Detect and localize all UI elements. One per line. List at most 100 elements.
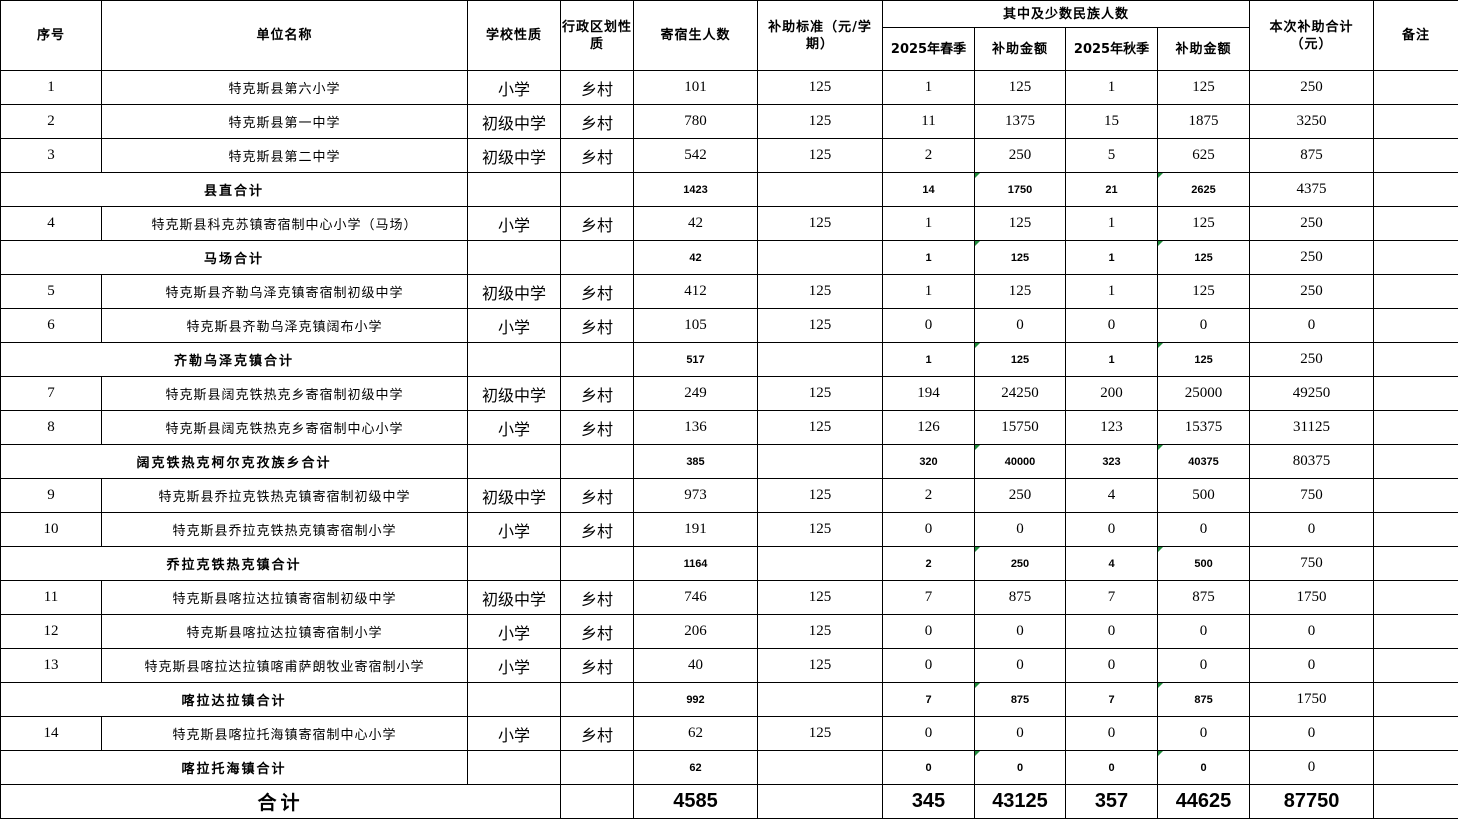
school-type-cell: 小学 (468, 717, 561, 751)
error-indicator-icon (1158, 547, 1163, 552)
total-cell: 0 (1250, 751, 1374, 785)
boarders-cell: 973 (634, 479, 758, 513)
unit-name-cell: 特克斯县喀拉托海镇寄宿制中心小学 (102, 717, 468, 751)
region-type-cell: 乡村 (561, 309, 634, 343)
boarders-cell: 992 (634, 683, 758, 717)
autumn-amount-cell: 125 (1158, 343, 1250, 377)
error-indicator-icon (1158, 683, 1163, 688)
subtotal-name-cell: 乔拉克铁热克镇合计 (1, 547, 468, 581)
spring-count-cell: 194 (883, 377, 975, 411)
standard-cell (758, 241, 883, 275)
remark-cell (1374, 445, 1458, 479)
unit-name-cell: 特克斯县科克苏镇寄宿制中心小学（马场） (102, 207, 468, 241)
header-school-type: 学校性质 (468, 1, 561, 71)
standard-cell (758, 445, 883, 479)
unit-name-cell: 特克斯县齐勒乌泽克镇阔布小学 (102, 309, 468, 343)
region-type-cell (561, 241, 634, 275)
standard-cell: 125 (758, 105, 883, 139)
school-type-cell: 初级中学 (468, 275, 561, 309)
autumn-amount-cell: 25000 (1158, 377, 1250, 411)
school-type-cell (468, 343, 561, 377)
spring-amount-cell: 1750 (975, 173, 1066, 207)
autumn-count-cell: 200 (1066, 377, 1158, 411)
seq-cell: 12 (1, 615, 102, 649)
school-type-cell: 小学 (468, 411, 561, 445)
total-cell: 250 (1250, 343, 1374, 377)
spring-count-cell: 14 (883, 173, 975, 207)
remark-cell (1374, 207, 1458, 241)
school-type-cell: 初级中学 (468, 105, 561, 139)
seq-cell: 14 (1, 717, 102, 751)
autumn-amount-cell: 0 (1158, 649, 1250, 683)
unit-name-cell: 特克斯县喀拉达拉镇寄宿制初级中学 (102, 581, 468, 615)
error-indicator-icon (975, 173, 980, 178)
standard-cell (758, 683, 883, 717)
school-type-cell (468, 751, 561, 785)
autumn-amount-cell: 875 (1158, 683, 1250, 717)
autumn-count-cell: 0 (1066, 717, 1158, 751)
spring-amount-cell: 125 (975, 71, 1066, 105)
subtotal-name-cell: 县直合计 (1, 173, 468, 207)
region-type-cell: 乡村 (561, 717, 634, 751)
autumn-amount-cell: 125 (1158, 275, 1250, 309)
region-type-cell: 乡村 (561, 513, 634, 547)
header-seq: 序号 (1, 1, 102, 71)
total-cell: 87750 (1250, 785, 1374, 819)
boarders-cell: 385 (634, 445, 758, 479)
unit-name-cell: 特克斯县齐勒乌泽克镇寄宿制初级中学 (102, 275, 468, 309)
school-type-cell: 初级中学 (468, 581, 561, 615)
boarders-cell: 136 (634, 411, 758, 445)
total-cell: 250 (1250, 71, 1374, 105)
remark-cell (1374, 71, 1458, 105)
autumn-count-cell: 0 (1066, 513, 1158, 547)
boarders-cell: 42 (634, 207, 758, 241)
total-cell: 3250 (1250, 105, 1374, 139)
spring-amount-cell: 0 (975, 615, 1066, 649)
error-indicator-icon (1158, 343, 1163, 348)
spring-count-cell: 320 (883, 445, 975, 479)
autumn-count-cell: 0 (1066, 309, 1158, 343)
error-indicator-icon (975, 683, 980, 688)
seq-cell: 2 (1, 105, 102, 139)
boarders-cell: 105 (634, 309, 758, 343)
unit-name-cell: 特克斯县阔克铁热克乡寄宿制中心小学 (102, 411, 468, 445)
autumn-count-cell: 123 (1066, 411, 1158, 445)
region-type-cell: 乡村 (561, 649, 634, 683)
autumn-count-cell: 0 (1066, 649, 1158, 683)
remark-cell (1374, 513, 1458, 547)
school-type-cell: 小学 (468, 649, 561, 683)
spring-amount-cell: 40000 (975, 445, 1066, 479)
region-type-cell (561, 445, 634, 479)
spring-count-cell: 2 (883, 479, 975, 513)
total-cell: 0 (1250, 649, 1374, 683)
autumn-count-cell: 21 (1066, 173, 1158, 207)
autumn-count-cell: 7 (1066, 581, 1158, 615)
autumn-amount-cell: 0 (1158, 615, 1250, 649)
standard-cell (758, 173, 883, 207)
remark-cell (1374, 581, 1458, 615)
spring-amount-cell: 24250 (975, 377, 1066, 411)
remark-cell (1374, 309, 1458, 343)
spring-amount-cell: 15750 (975, 411, 1066, 445)
total-cell: 250 (1250, 241, 1374, 275)
error-indicator-icon (975, 343, 980, 348)
region-type-cell: 乡村 (561, 105, 634, 139)
school-type-cell (468, 445, 561, 479)
region-type-cell (561, 751, 634, 785)
autumn-count-cell: 4 (1066, 547, 1158, 581)
total-cell: 4375 (1250, 173, 1374, 207)
region-type-cell: 乡村 (561, 411, 634, 445)
